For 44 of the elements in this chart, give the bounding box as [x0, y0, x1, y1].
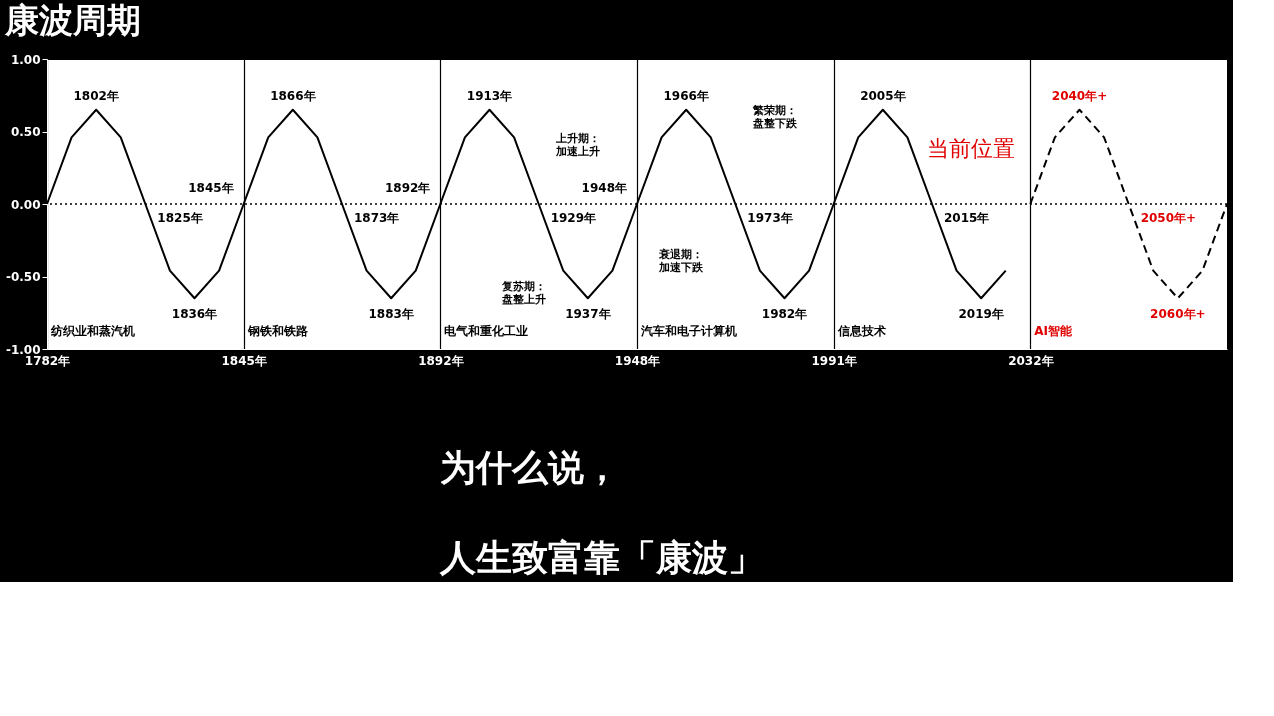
x-tick-label: 1948年 — [614, 353, 661, 368]
annotation: 1873年 — [354, 211, 400, 225]
annotation: 1845年 — [188, 181, 234, 195]
annotation: 1913年 — [466, 88, 513, 103]
annotation: 钢铁和铁路 — [246, 324, 309, 338]
annotation: 1836年 — [171, 307, 218, 322]
annotation: 1866年 — [270, 88, 316, 103]
text: 人生致富靠「康波」 — [439, 537, 765, 578]
annotation: 2015年 — [944, 211, 990, 225]
annotation: 当前位置 — [927, 135, 1016, 161]
annotation: 1948年 — [581, 181, 627, 195]
annotation: AI智能 — [1034, 324, 1074, 338]
annotation: 信息技术 — [836, 324, 886, 338]
annotation: 纺织业和蒸汽机 — [50, 324, 135, 338]
text: 为什么说， — [440, 447, 621, 488]
annotation: 复苏期：盘整上升 — [500, 280, 546, 306]
annotation: 衰退期：加速下跌 — [658, 248, 705, 274]
annotation: 1892年 — [384, 181, 431, 195]
annotation: 1973年 — [747, 211, 793, 225]
annotation: 1966年 — [663, 88, 709, 103]
annotation: 2040年+ — [1051, 88, 1108, 103]
annotation: 1982年 — [761, 307, 808, 322]
annotation: 1802年 — [73, 88, 119, 103]
annotation: 1937年 — [565, 307, 611, 322]
x-tick-label: 1892年 — [418, 353, 464, 368]
chart-title: 康波周期 — [4, 0, 142, 40]
annotation: 2060年+ — [1150, 307, 1206, 322]
annotation: 1825年 — [157, 211, 203, 225]
annotation: 2050年+ — [1140, 211, 1197, 225]
annotation: 1929年 — [550, 211, 597, 225]
annotation: 2019年 — [958, 307, 1004, 322]
annotation: 2005年 — [860, 88, 906, 103]
x-tick-label: 1845年 — [221, 353, 267, 368]
annotation: 电气和重化工业 — [444, 324, 529, 338]
annotation: 汽车和电子计算机 — [640, 324, 737, 338]
y-tick-label: 1.00 — [10, 52, 41, 67]
y-tick-label: 0.50 — [10, 125, 41, 139]
y-tick-label: 0.00 — [10, 197, 41, 212]
annotation: 1883年 — [368, 307, 414, 322]
annotation: 繁荣期：盘整下跌 — [751, 104, 798, 130]
annotation: 上升期：加速上升 — [555, 132, 600, 158]
y-tick-label: -0.50 — [5, 270, 41, 284]
x-tick-label: 2032年 — [1008, 353, 1054, 368]
x-tick-label: 1991年 — [811, 353, 857, 368]
